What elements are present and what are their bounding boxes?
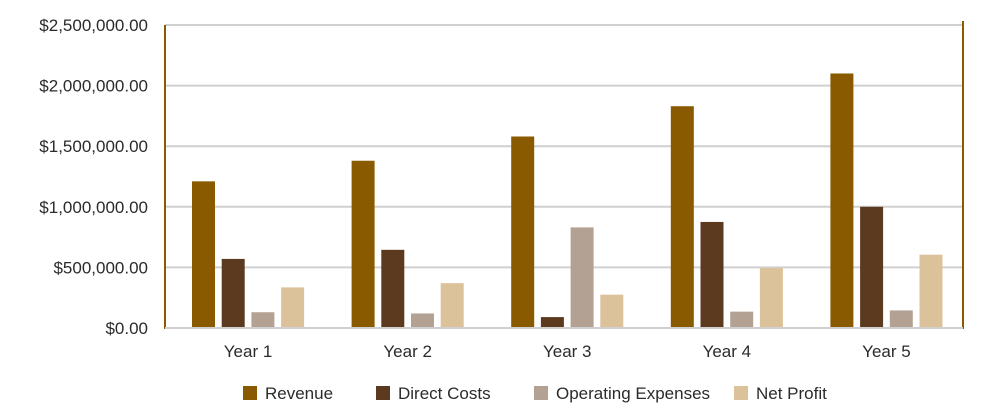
legend: Revenue Direct Costs Operating Expenses Net… (243, 384, 827, 403)
bar-operating-expenses-year-2 (411, 313, 434, 328)
bar-direct-costs-year-2 (381, 249, 405, 328)
bar-operating-expenses-year-5 (889, 310, 913, 328)
y-axis: $0.00 $500,000.00 $1,000,000.00 $1,500,000.… (39, 16, 964, 338)
bar-net-profit-year-2 (440, 283, 464, 328)
bar-revenue-year-4 (670, 106, 694, 328)
bar-net-profit-year-4 (759, 268, 783, 328)
legend-label: Net Profit (756, 384, 827, 403)
y-tick-label: $2,000,000.00 (39, 77, 148, 96)
x-axis: Year 1 Year 2 Year 3 Year 4 Year 5 (165, 327, 963, 361)
legend-label: Direct Costs (398, 384, 491, 403)
bar-revenue-year-1 (192, 181, 215, 328)
bar-net-profit-year-1 (281, 287, 305, 328)
bar-net-profit-year-5 (919, 254, 943, 328)
legend-label: Operating Expenses (556, 384, 710, 403)
bars (192, 73, 943, 328)
y-tick-label: $2,500,000.00 (39, 16, 148, 35)
bar-revenue-year-2 (351, 160, 375, 328)
legend-swatch-net-profit (734, 386, 748, 400)
bar-direct-costs-year-5 (860, 206, 884, 328)
bar-operating-expenses-year-1 (251, 312, 275, 328)
y-tick-label: $1,500,000.00 (39, 137, 148, 156)
x-tick-label: Year 3 (543, 342, 592, 361)
bar-net-profit-year-3 (600, 294, 624, 328)
legend-label: Revenue (265, 384, 333, 403)
bar-revenue-year-3 (511, 136, 535, 328)
legend-swatch-direct-costs (376, 386, 390, 400)
legend-swatch-operating-expenses (534, 386, 548, 400)
x-tick-label: Year 2 (383, 342, 432, 361)
bar-direct-costs-year-4 (700, 221, 724, 328)
x-tick-label: Year 5 (862, 342, 911, 361)
bar-operating-expenses-year-4 (730, 311, 754, 328)
bar-direct-costs-year-3 (540, 317, 564, 328)
x-tick-label: Year 4 (703, 342, 752, 361)
legend-swatch-revenue (243, 386, 257, 400)
y-tick-label: $1,000,000.00 (39, 198, 148, 217)
x-tick-label: Year 1 (224, 342, 273, 361)
bar-revenue-year-5 (830, 73, 854, 328)
y-tick-label: $500,000.00 (53, 258, 148, 277)
bar-direct-costs-year-1 (221, 258, 245, 328)
bar-operating-expenses-year-3 (570, 227, 594, 328)
y-tick-label: $0.00 (105, 319, 148, 338)
